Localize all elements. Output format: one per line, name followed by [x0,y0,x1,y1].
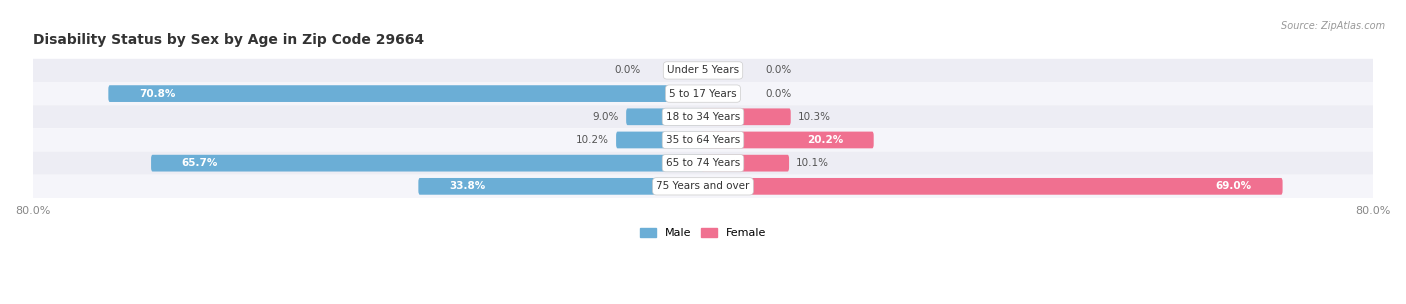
FancyBboxPatch shape [702,132,873,148]
Text: 70.8%: 70.8% [139,88,176,98]
Text: 65 to 74 Years: 65 to 74 Years [666,158,740,168]
FancyBboxPatch shape [31,105,1375,128]
FancyBboxPatch shape [702,178,1282,195]
Text: 0.0%: 0.0% [614,65,640,75]
FancyBboxPatch shape [702,109,790,125]
Text: 65.7%: 65.7% [181,158,218,168]
Text: 75 Years and over: 75 Years and over [657,181,749,191]
Text: 10.1%: 10.1% [796,158,830,168]
Text: Source: ZipAtlas.com: Source: ZipAtlas.com [1281,21,1385,31]
Legend: Male, Female: Male, Female [636,223,770,243]
FancyBboxPatch shape [702,155,789,171]
FancyBboxPatch shape [31,59,1375,82]
Text: 5 to 17 Years: 5 to 17 Years [669,88,737,98]
FancyBboxPatch shape [31,175,1375,198]
FancyBboxPatch shape [31,82,1375,105]
FancyBboxPatch shape [150,155,704,171]
Text: Disability Status by Sex by Age in Zip Code 29664: Disability Status by Sex by Age in Zip C… [32,33,423,47]
Text: 20.2%: 20.2% [807,135,844,145]
FancyBboxPatch shape [31,152,1375,175]
Text: 10.3%: 10.3% [797,112,831,122]
Text: 69.0%: 69.0% [1216,181,1251,191]
Text: Under 5 Years: Under 5 Years [666,65,740,75]
Text: 10.2%: 10.2% [576,135,609,145]
FancyBboxPatch shape [419,178,704,195]
Text: 0.0%: 0.0% [766,88,792,98]
FancyBboxPatch shape [108,85,704,102]
FancyBboxPatch shape [31,128,1375,152]
Text: 35 to 64 Years: 35 to 64 Years [666,135,740,145]
Text: 18 to 34 Years: 18 to 34 Years [666,112,740,122]
FancyBboxPatch shape [626,109,704,125]
Text: 9.0%: 9.0% [593,112,619,122]
Text: 0.0%: 0.0% [766,65,792,75]
Text: 33.8%: 33.8% [449,181,485,191]
FancyBboxPatch shape [616,132,704,148]
